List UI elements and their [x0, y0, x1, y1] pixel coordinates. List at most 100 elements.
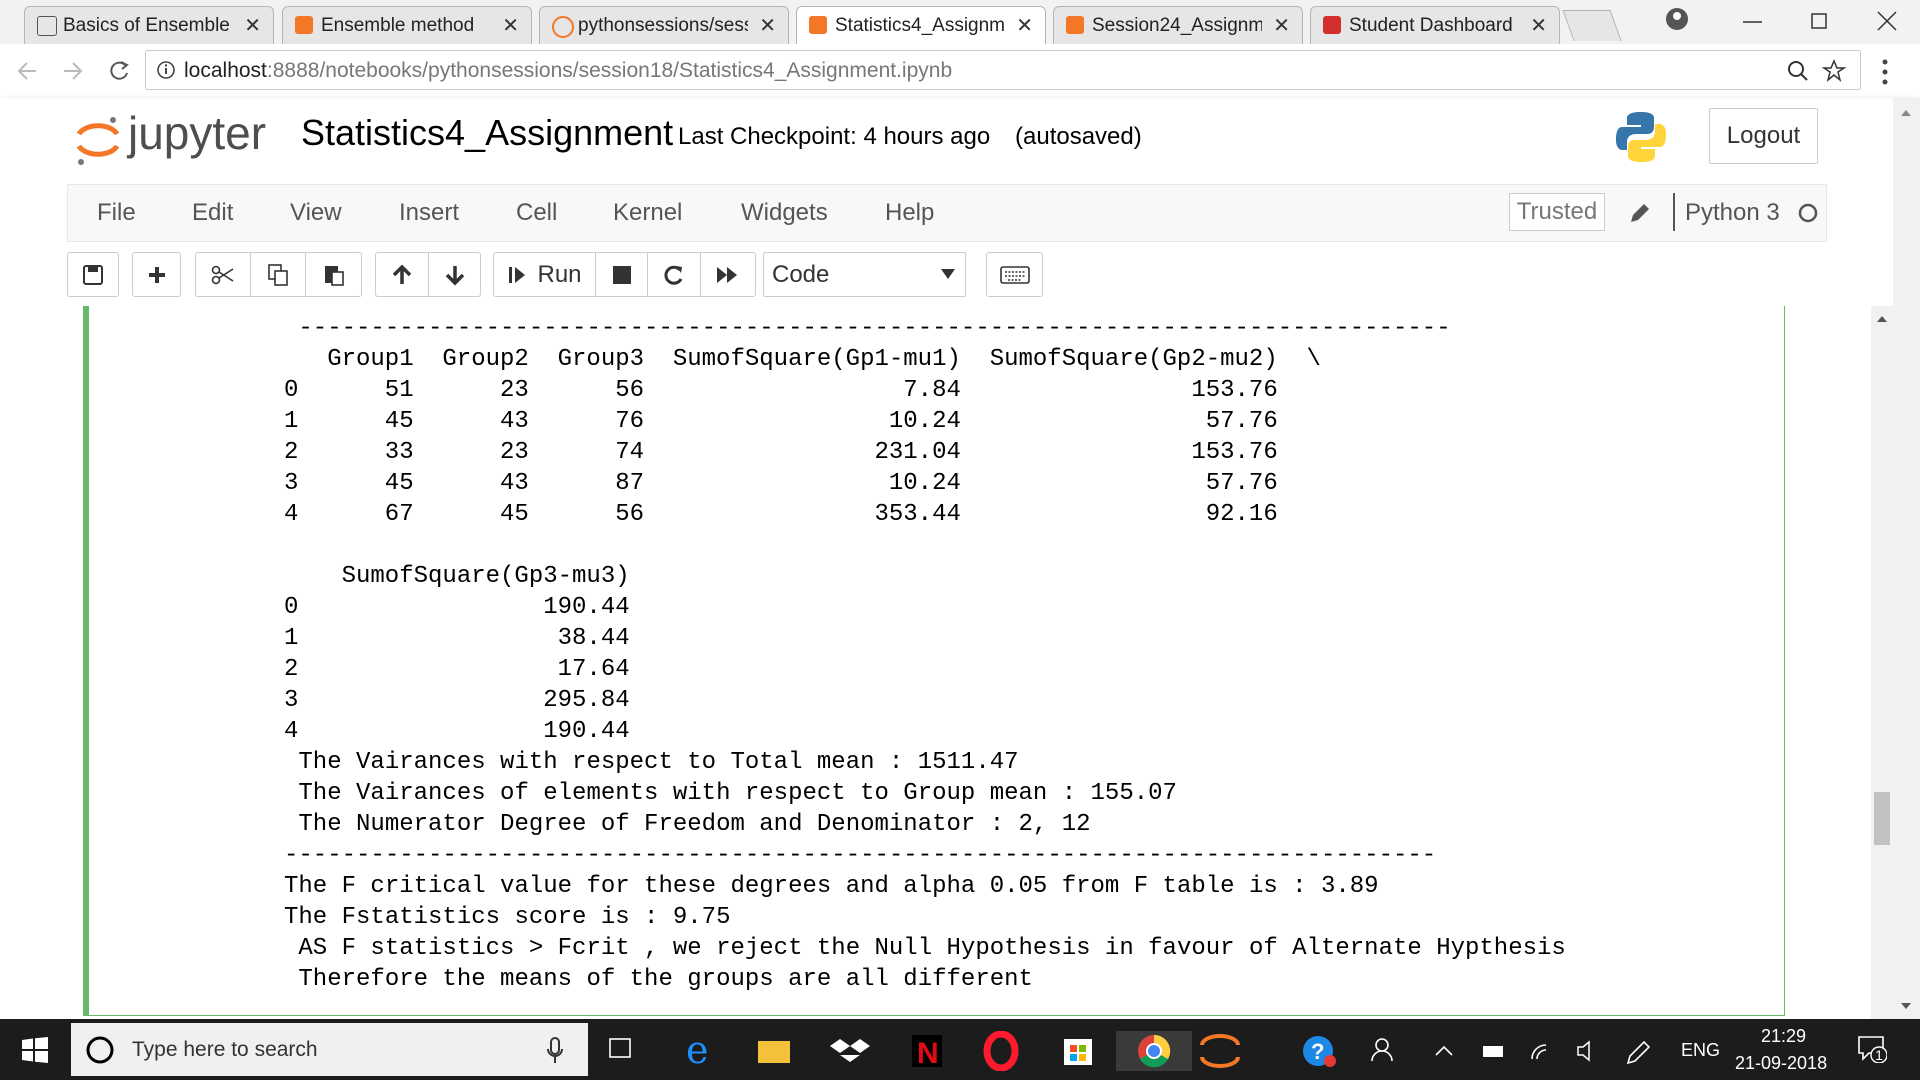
row-index: 2	[284, 439, 299, 466]
table-row: 3 45 43 87 10.24 57.76	[284, 468, 1566, 499]
tab[interactable]: Basics of Ensemble Le ✕	[24, 6, 274, 44]
move-down-button[interactable]	[428, 252, 481, 297]
table-cell: 76	[615, 408, 645, 435]
menu-item[interactable]: Kernel	[613, 199, 683, 226]
tab-close[interactable]: ✕	[1530, 15, 1547, 37]
row-index: 3	[284, 687, 299, 714]
favicon	[552, 16, 574, 38]
edit-icon[interactable]	[1628, 201, 1652, 225]
run-button[interactable]: Run	[493, 252, 596, 297]
tab-close[interactable]: ✕	[244, 15, 261, 37]
row-index: 2	[284, 656, 299, 683]
menu-item[interactable]: View	[290, 199, 342, 226]
start-button[interactable]	[22, 1037, 48, 1063]
save-button[interactable]	[67, 252, 119, 297]
tab-title: pythonsessions/sessi	[578, 15, 748, 36]
menu-item[interactable]: Cell	[516, 199, 558, 226]
output-line: AS F statistics > Fcrit , we reject the …	[284, 935, 1566, 962]
separator: ----------------------------------------…	[284, 842, 1437, 869]
system-tray[interactable]: ?	[1300, 1033, 1620, 1069]
tab-close[interactable]: ✕	[759, 15, 776, 37]
kernel-indicator	[1798, 203, 1818, 223]
logout-button[interactable]: Logout	[1709, 108, 1818, 164]
divider	[1673, 193, 1675, 231]
tab[interactable]: Session24_Assignme ✕	[1053, 6, 1303, 44]
profile-icon[interactable]	[1664, 6, 1690, 32]
menu-dots[interactable]	[1880, 58, 1890, 86]
restart-run-all-button[interactable]	[700, 252, 756, 297]
command-palette-button[interactable]	[986, 252, 1043, 297]
table-cell: 295.84	[543, 687, 630, 714]
table-cell: 231.04	[874, 439, 961, 466]
table-cell: 56	[615, 501, 645, 528]
trusted-indicator[interactable]: Trusted	[1509, 193, 1605, 231]
paste-button[interactable]	[305, 252, 362, 297]
tab-close[interactable]: ✕	[1016, 15, 1033, 37]
jupyter-logo-mark[interactable]	[73, 112, 123, 168]
copy-button[interactable]	[250, 252, 306, 297]
tab-close[interactable]: ✕	[1273, 15, 1290, 37]
table-row: 0 190.44	[284, 592, 1566, 623]
tab-title: Ensemble method	[321, 15, 475, 36]
jupyter-logo[interactable]: jupyter	[128, 107, 267, 159]
code-cell	[83, 306, 1785, 1016]
window-controls[interactable]	[1740, 8, 1910, 34]
menu-item[interactable]: Edit	[192, 199, 234, 226]
stop-button[interactable]	[595, 252, 648, 297]
checkpoint: Last Checkpoint: 4 hours ago	[678, 123, 991, 150]
menu-item[interactable]: File	[97, 199, 136, 226]
info-icon	[157, 61, 175, 79]
row-index: 0	[284, 594, 299, 621]
language[interactable]: ENG	[1681, 1040, 1721, 1060]
nav-buttons[interactable]	[14, 56, 134, 86]
cell-type-select[interactable]: Code	[763, 252, 966, 297]
svg-text:N: N	[917, 1037, 939, 1070]
table-cell: 23	[500, 439, 529, 466]
page-scrollbar[interactable]	[1893, 98, 1920, 1019]
move-up-button[interactable]	[375, 252, 429, 297]
insert-button[interactable]	[132, 252, 181, 297]
table-cell: 190.44	[543, 718, 630, 745]
taskbar-apps[interactable]: e N	[608, 1031, 1248, 1071]
clock-time[interactable]: 21:29	[1761, 1026, 1807, 1046]
pen-icon[interactable]	[1626, 1039, 1652, 1065]
menu-item[interactable]: Help	[885, 199, 935, 226]
menu-bar: File Edit View Insert Cell Kernel Widget…	[67, 184, 1827, 242]
omnibox-icons[interactable]	[1786, 59, 1856, 83]
action-center[interactable]	[1857, 1033, 1887, 1063]
table-cell: 87	[615, 470, 645, 497]
jupyter-header: jupyter Statistics4_Assignment Last Chec…	[0, 98, 1920, 306]
tab-title: Session24_Assignme	[1092, 15, 1262, 36]
output-line: The Fstatistics score is : 9.75	[284, 904, 731, 931]
menu-item[interactable]: Widgets	[741, 199, 828, 226]
svg-text:e: e	[686, 1031, 709, 1071]
column-header: SumofSquare(Gp3-mu3)	[341, 563, 630, 590]
tab[interactable]: pythonsessions/sessi ✕	[539, 6, 789, 44]
tab-title: Basics of Ensemble Le	[63, 15, 233, 36]
table-cell: 74	[615, 439, 645, 466]
logout-label: Logout	[1726, 122, 1801, 149]
column-header: SumofSquare(Gp2-mu2)	[989, 346, 1278, 373]
notebook-name[interactable]: Statistics4_Assignment	[301, 112, 674, 153]
tab[interactable]: Student Dashboard ✕	[1310, 6, 1560, 44]
menu-item[interactable]: Insert	[399, 199, 460, 226]
cut-button[interactable]	[195, 252, 251, 297]
tab-close[interactable]: ✕	[502, 15, 519, 37]
table-cell: 92.16	[1205, 501, 1278, 528]
table-cell: 153.76	[1191, 439, 1278, 466]
new-tab[interactable]	[1562, 10, 1622, 41]
search-box[interactable]: Type here to search	[71, 1023, 588, 1076]
clock-date[interactable]: 21-09-2018	[1735, 1053, 1828, 1073]
table-row: 4 67 45 56 353.44 92.16	[284, 499, 1566, 530]
table-cell: 45	[500, 501, 529, 528]
scroll-thumb[interactable]	[1874, 792, 1890, 845]
tab[interactable]: Ensemble method ✕	[282, 6, 532, 44]
restart-button[interactable]	[647, 252, 701, 297]
table-cell: 23	[500, 377, 529, 404]
tab-active[interactable]: Statistics4_Assignme ✕	[796, 6, 1046, 45]
notebook-scrollbar[interactable]	[1871, 306, 1893, 1019]
omnibox[interactable]: localhost:8888/notebooks/pythonsessions/…	[145, 50, 1861, 90]
run-label: Run	[537, 260, 582, 288]
